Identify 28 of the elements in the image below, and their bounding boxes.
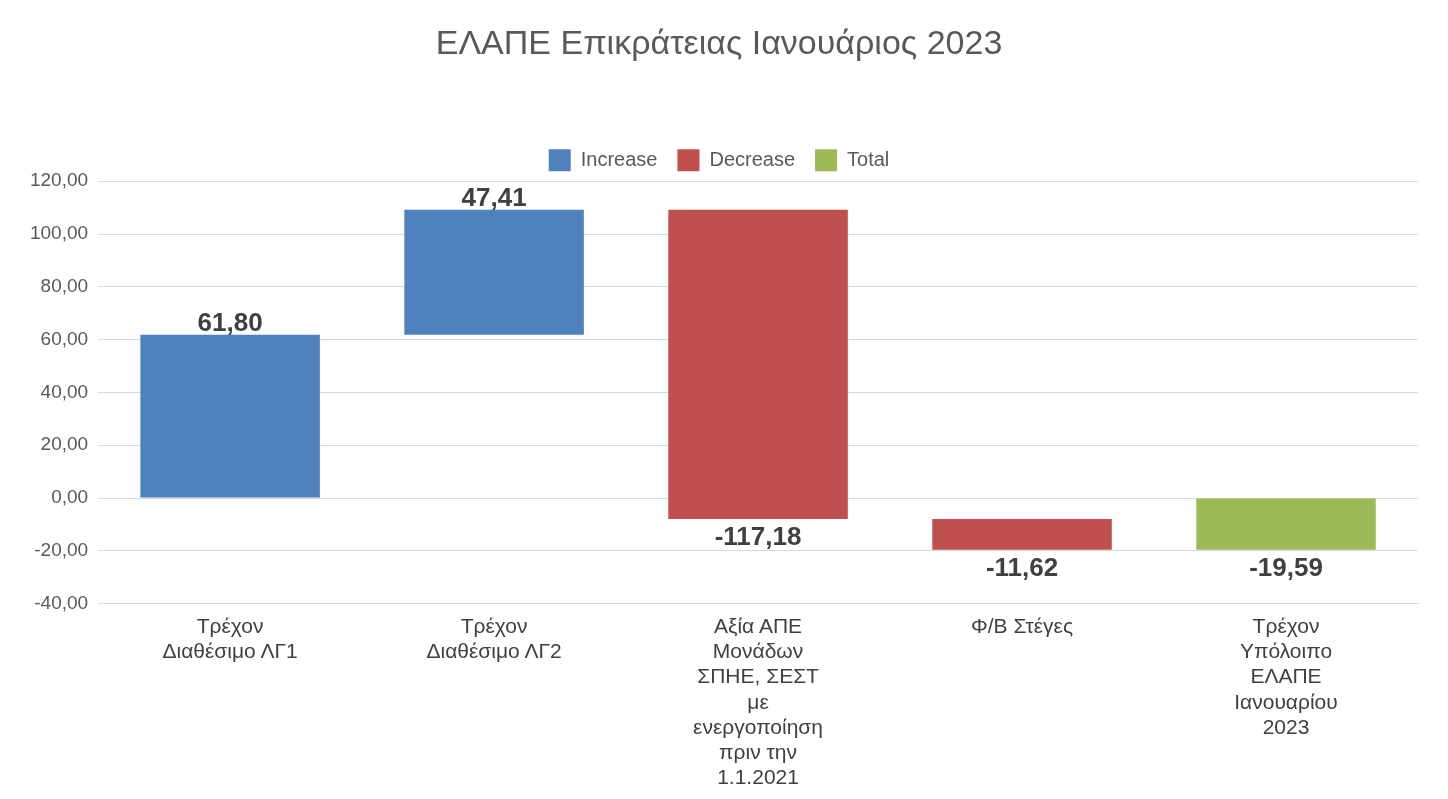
y-tick-label: 40,00 bbox=[40, 380, 89, 402]
bar bbox=[932, 519, 1112, 550]
x-tick-label: Αξία ΑΠΕ Μονάδων ΣΠΗΕ, ΣΕΣΤ με ενεργοποίηση πριν την 1.1.2021 bbox=[693, 614, 824, 789]
legend-label: Increase bbox=[580, 147, 658, 170]
data-label: 47,41 bbox=[461, 181, 527, 212]
bar bbox=[1196, 498, 1376, 550]
legend-label: Decrease bbox=[709, 147, 796, 170]
chart-title: ΕΛΑΠΕ Επικράτειας Ιανουάριος 2023 bbox=[435, 22, 1003, 61]
y-tick-label: 80,00 bbox=[40, 275, 89, 297]
y-tick-label: -20,00 bbox=[34, 539, 89, 561]
bar bbox=[404, 209, 584, 335]
data-label: 61,80 bbox=[197, 307, 263, 338]
x-tick-label: Τρέχον Διαθέσιμο ΛΓ1 bbox=[162, 614, 298, 663]
bar bbox=[668, 209, 848, 520]
y-tick-label: 20,00 bbox=[40, 433, 89, 455]
x-tick-label: Τρέχον Διαθέσιμο ΛΓ2 bbox=[426, 614, 562, 663]
data-label: -117,18 bbox=[714, 521, 802, 552]
y-tick-label: -40,00 bbox=[34, 591, 89, 613]
y-tick-label: 60,00 bbox=[40, 327, 89, 349]
data-label: -11,62 bbox=[985, 551, 1059, 582]
bar bbox=[140, 334, 320, 498]
data-label: -19,59 bbox=[1249, 551, 1323, 582]
y-tick-label: 0,00 bbox=[51, 486, 89, 508]
x-tick-label: Φ/Β Στέγες bbox=[971, 614, 1074, 637]
y-tick-label: 120,00 bbox=[29, 169, 89, 191]
x-tick-label: Τρέχον Υπόλοιπο ΕΛΑΠΕ Ιανουαρίου 2023 bbox=[1234, 614, 1338, 738]
legend-label: Total bbox=[847, 147, 890, 170]
y-tick-label: 100,00 bbox=[29, 222, 89, 244]
